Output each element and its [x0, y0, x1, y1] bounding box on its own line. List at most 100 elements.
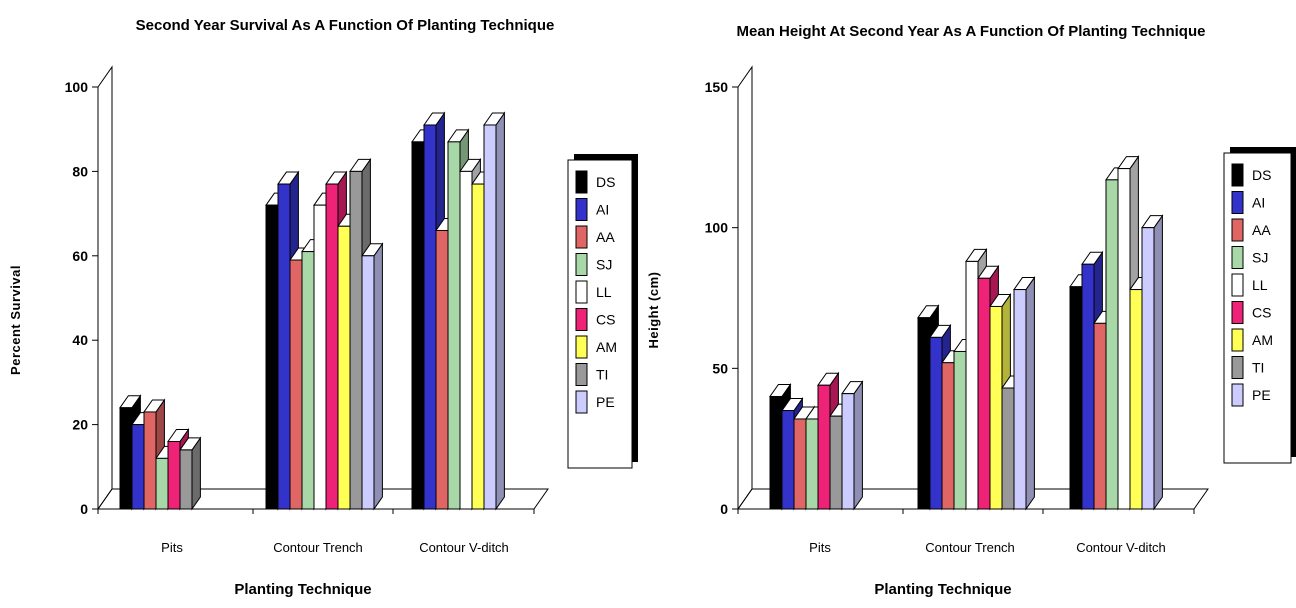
legend-swatch-pe	[1231, 383, 1244, 407]
legend-label-sj: SJ	[596, 257, 612, 273]
legend-label-am: AM	[1252, 332, 1273, 348]
bar-front	[459, 170, 473, 510]
legend-swatch-cs	[1231, 301, 1244, 324]
x-tick-label: Pits	[161, 540, 183, 555]
legend-swatch-aa	[575, 225, 588, 249]
legend-swatch-ds	[1231, 163, 1244, 187]
side-wall	[97, 65, 113, 510]
bar-front	[483, 124, 497, 510]
bar-front	[131, 424, 145, 510]
legend-label-ti: TI	[596, 367, 608, 383]
bar-side	[1025, 275, 1035, 511]
bar-front	[155, 457, 169, 510]
y-tick-label: 100	[65, 79, 89, 95]
bar-pe	[1013, 275, 1036, 511]
bar-pe	[483, 111, 506, 511]
side-wall	[737, 65, 753, 510]
bar-front	[167, 440, 181, 510]
y-tick-label: 50	[712, 360, 728, 376]
y-tick-label: 0	[80, 501, 88, 517]
legend-swatch-am	[1231, 328, 1244, 352]
bar-front	[1129, 289, 1143, 510]
x-tick-label: Contour Trench	[925, 540, 1015, 555]
legend-label-cs: CS	[1252, 305, 1271, 321]
bar-side	[495, 111, 505, 511]
legend-label-aa: AA	[596, 229, 615, 245]
legend-label-sj: SJ	[1252, 250, 1268, 266]
legend-swatch-ti	[1231, 356, 1244, 379]
bar-front	[1093, 322, 1107, 510]
bar-front	[361, 255, 375, 510]
legend-label-ai: AI	[1252, 195, 1265, 211]
legend-swatch-ds	[575, 170, 588, 194]
bar-front	[793, 418, 807, 510]
y-tick-label: 40	[72, 332, 88, 348]
bar-front	[349, 170, 363, 510]
chart-title: Second Year Survival As A Function Of Pl…	[136, 17, 555, 34]
bar-front	[817, 384, 831, 510]
legend: DS AI AA SJ LL CS AM TI PE	[1223, 147, 1296, 464]
bar-front	[929, 336, 943, 510]
legend-label-ll: LL	[596, 284, 612, 300]
bar-front	[179, 449, 193, 510]
bar-front	[471, 183, 485, 510]
legend-swatch-ll	[1231, 273, 1244, 297]
bar-front	[1105, 179, 1119, 510]
bar-front	[119, 407, 133, 510]
bar-front	[265, 204, 279, 510]
bar-front	[965, 260, 979, 510]
bar-side	[1153, 214, 1163, 511]
bar-front	[769, 395, 783, 510]
y-tick-label: 100	[705, 220, 729, 236]
legend-swatch-am	[575, 335, 588, 359]
bar-front	[1013, 289, 1027, 510]
bar-side	[853, 380, 863, 511]
bar-front	[841, 393, 855, 510]
bar-front	[423, 124, 437, 510]
legend-swatch-pe	[575, 390, 588, 414]
bar-front	[1001, 387, 1015, 510]
y-tick-label: 60	[72, 248, 88, 264]
bar-front	[977, 277, 991, 510]
legend-label-pe: PE	[1252, 387, 1271, 403]
bar-front	[953, 350, 967, 510]
legend-swatch-ai	[575, 198, 588, 221]
bar-front	[337, 225, 351, 510]
bar-front	[411, 141, 425, 510]
bar-front	[313, 204, 327, 510]
legend-swatch-ai	[1231, 191, 1244, 214]
bar-side	[373, 242, 383, 511]
x-tick-label: Contour V-ditch	[1076, 540, 1166, 555]
x-axis-title: Planting Technique	[234, 581, 371, 598]
bar-front	[277, 183, 291, 510]
x-tick-label: Pits	[809, 540, 831, 555]
legend-swatch-ti	[575, 363, 588, 386]
bar-pe	[841, 380, 864, 511]
legend-swatch-aa	[1231, 218, 1244, 242]
bar-front	[805, 418, 819, 510]
legend: DS AI AA SJ LL CS AM TI PE	[567, 154, 638, 469]
bar-front	[1081, 263, 1095, 510]
legend-label-aa: AA	[1252, 222, 1271, 238]
legend-swatch-ll	[575, 280, 588, 304]
bar-front	[989, 305, 1003, 510]
legend-label-ds: DS	[1252, 167, 1271, 183]
bar-front	[289, 259, 303, 510]
legend-swatch-sj	[575, 253, 588, 276]
bar-front	[1141, 227, 1155, 510]
bar-front	[941, 362, 955, 510]
legend-swatch-cs	[575, 308, 588, 331]
bar-pe	[1141, 214, 1164, 511]
x-axis-title: Planting Technique	[874, 581, 1011, 598]
bar-front	[1117, 168, 1131, 510]
chart-1: Second Year Survival As A Function Of Pl…	[8, 17, 638, 598]
bar-front	[301, 251, 315, 510]
y-tick-label: 20	[72, 417, 88, 433]
y-tick-label: 0	[720, 501, 728, 517]
y-axis-title: Height (cm)	[646, 272, 661, 349]
legend-label-ai: AI	[596, 202, 609, 218]
legend-label-pe: PE	[596, 394, 615, 410]
bar-front	[829, 415, 843, 510]
